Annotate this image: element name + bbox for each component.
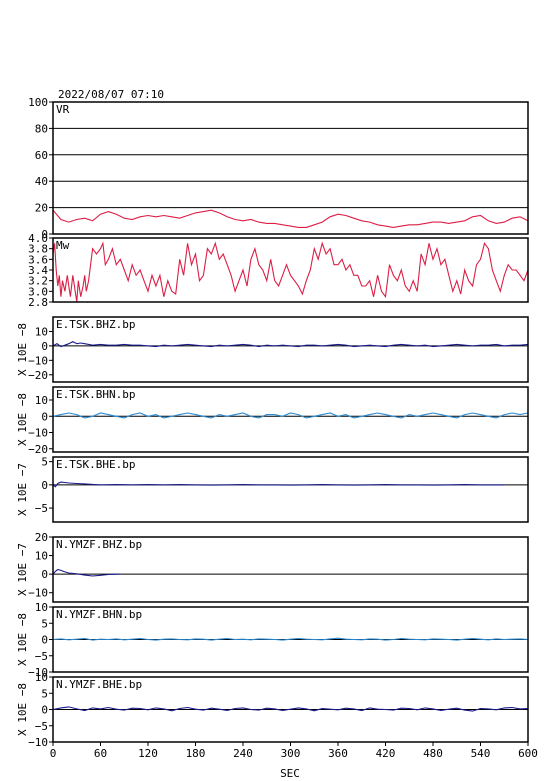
ytick-label-7-1: 10 xyxy=(35,601,48,614)
x-axis: 0 60 120 180 240 300 360 420 480 540 600 xyxy=(50,742,538,760)
panel-label-7: N.YMZF.BHN.bp xyxy=(56,608,142,621)
xtick-label-9: 480 xyxy=(423,747,443,760)
xtick-label-4: 180 xyxy=(186,747,206,760)
panel-4: 10 0 −10 −20 E.TSK.BHN.bp X 10E −8 xyxy=(16,386,529,456)
series-trace-6 xyxy=(53,568,121,577)
ytick-label-4-2: 0 xyxy=(41,410,48,423)
ytick-label-3-4: −20 xyxy=(28,369,48,382)
datetime-header: 2022/08/07 07:10 xyxy=(58,88,164,101)
ytick-label-1-4: 60 xyxy=(35,149,48,162)
ytick-label-7-2: 5 xyxy=(41,617,48,630)
ytick-label-1-5: 80 xyxy=(35,122,48,135)
xtick-label-10: 540 xyxy=(471,747,491,760)
ytick-label-4-3: −10 xyxy=(28,427,48,440)
panel-label-2: Mw xyxy=(56,239,70,252)
xtick-label-2: 60 xyxy=(94,747,107,760)
ytick-label-2-7: 4.0 xyxy=(28,232,48,245)
y-axis-label-3: X 10E −8 xyxy=(16,323,29,376)
ytick-label-1-3: 40 xyxy=(35,175,48,188)
ytick-label-1-6: 100 xyxy=(28,96,48,109)
xtick-label-6: 300 xyxy=(281,747,301,760)
ytick-label-2-3: 3.2 xyxy=(28,275,48,288)
ytick-label-5-3: −5 xyxy=(35,502,48,515)
ytick-label-1-1: 0 xyxy=(41,228,48,241)
x-axis-label: SEC xyxy=(280,767,300,780)
ytick-label-2-4: 3.4 xyxy=(28,264,48,277)
panel-label-8: N.YMZF.BHE.bp xyxy=(56,678,142,691)
ytick-label-3-2: 0 xyxy=(41,340,48,353)
panel-label-3: E.TSK.BHZ.bp xyxy=(56,318,135,331)
ytick-label-3-3: −10 xyxy=(28,354,48,367)
xtick-label-1: 0 xyxy=(50,747,57,760)
ytick-label-7-5: −10 xyxy=(28,666,48,679)
panel-2: 2.83.03.23.43.63.84.0 Mw xyxy=(28,232,529,309)
panel-frame-3 xyxy=(52,316,529,383)
ytick-label-6-2: 10 xyxy=(35,550,48,563)
panel-7: 10 5 0 −5 −10 N.YMZF.BHN.bp X 10E −8 xyxy=(16,601,529,679)
panel-5: 5 0 −5 E.TSK.BHE.bp X 10E −7 xyxy=(16,456,529,523)
panel-8: 10 5 0 −5 −10 N.YMZF.BHE.bp X 10E −8 xyxy=(16,671,529,749)
xtick-label-7: 360 xyxy=(328,747,348,760)
ytick-label-5-1: 5 xyxy=(41,456,48,469)
panel-6: 20 10 0 −10 N.YMZF.BHZ.bp X 10E −7 xyxy=(16,531,529,603)
ytick-label-7-4: −5 xyxy=(35,650,48,663)
series-trace-2 xyxy=(53,241,528,302)
ytick-label-6-3: 0 xyxy=(41,568,48,581)
ytick-label-1-2: 20 xyxy=(35,202,48,215)
ytick-label-8-5: −10 xyxy=(28,736,48,749)
panel-frame-6 xyxy=(52,536,529,603)
ytick-label-2-6: 3.8 xyxy=(28,243,48,256)
ytick-label-5-2: 0 xyxy=(41,479,48,492)
panel-label-4: E.TSK.BHN.bp xyxy=(56,388,135,401)
ytick-label-2-2: 3.0 xyxy=(28,285,48,298)
panel-frame-4 xyxy=(52,386,529,453)
panel-label-6: N.YMZF.BHZ.bp xyxy=(56,538,142,551)
ytick-label-8-1: 10 xyxy=(35,671,48,684)
panel-frame-5 xyxy=(52,456,529,523)
ytick-label-6-1: 20 xyxy=(35,531,48,544)
ytick-label-4-1: 10 xyxy=(35,394,48,407)
y-axis-label-4: X 10E −8 xyxy=(16,393,29,446)
panel-label-5: E.TSK.BHE.bp xyxy=(56,458,135,471)
series-trace-8 xyxy=(53,706,528,712)
panel-label-1: VR xyxy=(56,103,70,116)
xtick-label-11: 600 xyxy=(518,747,538,760)
ytick-label-2-1: 2.8 xyxy=(28,296,48,309)
panel-3: 10 0−10 −20 E.TSK.BHZ.bp X 10E −8 xyxy=(16,316,529,383)
ytick-label-8-3: 0 xyxy=(41,704,48,717)
panels-group: 020406080100VR2.83.03.23.43.63.84.0Mw100… xyxy=(16,96,529,749)
panel-1: 0 20 40 60 80 100 VR xyxy=(28,96,529,241)
series-trace-3 xyxy=(53,340,528,348)
ytick-label-8-4: −5 xyxy=(35,720,48,733)
xtick-label-5: 240 xyxy=(233,747,253,760)
y-axis-label-7: X 10E −8 xyxy=(16,613,29,666)
series-trace-4 xyxy=(53,412,528,419)
series-trace-1 xyxy=(53,209,528,228)
panel-frame-1 xyxy=(52,101,529,235)
ytick-label-6-4: −10 xyxy=(28,587,48,600)
ytick-label-3-1: 10 xyxy=(35,325,48,338)
xtick-label-3: 120 xyxy=(138,747,158,760)
y-axis-label-5: X 10E −7 xyxy=(16,463,29,516)
ytick-label-4-4: −20 xyxy=(28,443,48,456)
series-trace-5 xyxy=(53,481,505,488)
y-axis-label-8: X 10E −8 xyxy=(16,683,29,736)
ytick-label-7-3: 0 xyxy=(41,634,48,647)
ytick-label-8-2: 5 xyxy=(41,687,48,700)
series-trace-7 xyxy=(53,637,528,641)
ytick-label-2-5: 3.6 xyxy=(28,253,48,266)
y-axis-label-6: X 10E −7 xyxy=(16,543,29,596)
xtick-label-8: 420 xyxy=(376,747,396,760)
